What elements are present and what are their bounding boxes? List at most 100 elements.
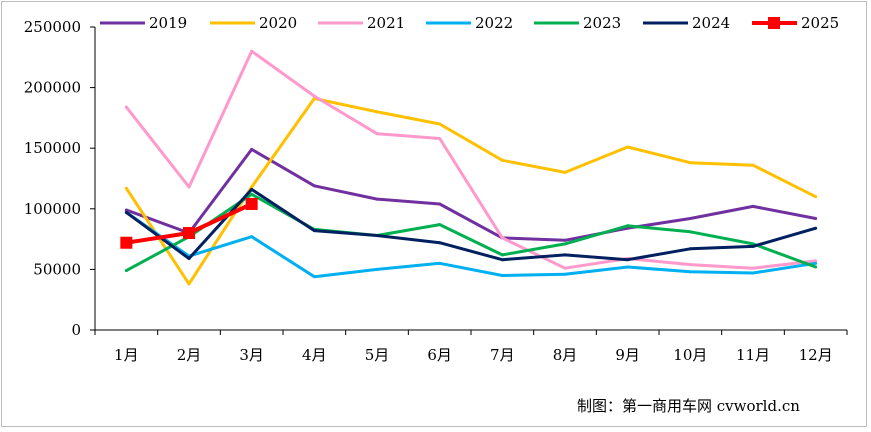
data-point-2021	[500, 236, 504, 240]
y-tick-label: 250000	[24, 18, 81, 36]
data-point-2020	[124, 186, 128, 190]
data-point-2020	[187, 282, 191, 286]
data-point-2023	[500, 253, 504, 257]
data-point-2023	[438, 223, 442, 227]
series-line-2019	[125, 147, 816, 242]
footer-credit: 制图：第一商用车网 cvworld.cn	[577, 397, 800, 415]
data-point-2024	[250, 187, 254, 191]
x-tick-label: 5月	[365, 346, 390, 364]
legend: 2019 2020 2021 2022 2023 2024 2025	[100, 14, 839, 32]
data-point-2021	[375, 132, 379, 136]
y-tick-label: 100000	[24, 200, 81, 218]
data-point-2024	[500, 258, 504, 262]
data-point-2024	[563, 253, 567, 257]
data-point-2021	[312, 94, 316, 98]
x-tick-label: 4月	[302, 346, 327, 364]
data-point-2021	[187, 185, 191, 189]
data-point-2021	[438, 137, 442, 141]
x-tick-label: 11月	[736, 346, 770, 364]
x-tick-label: 10月	[673, 346, 707, 364]
data-point-2022	[250, 235, 254, 239]
x-tick-label: 3月	[239, 346, 264, 364]
data-point-2024	[375, 233, 379, 237]
legend-label-2023: 2023	[583, 14, 621, 32]
data-point-2022	[814, 261, 818, 265]
data-point-2022	[438, 261, 442, 265]
data-point-2019	[814, 216, 818, 220]
data-point-2024	[626, 258, 630, 262]
y-tick-label: 150000	[24, 139, 81, 157]
data-point-2020	[250, 185, 254, 189]
series-line-2022	[125, 211, 816, 279]
data-point-2022	[751, 271, 755, 275]
legend-label-2019: 2019	[149, 14, 187, 32]
data-point-2020	[626, 145, 630, 149]
data-point-2022	[500, 273, 504, 277]
data-point-2021	[814, 259, 818, 263]
data-point-2019	[688, 216, 692, 220]
series-line-2020	[125, 97, 817, 286]
data-point-2023	[626, 224, 630, 228]
data-point-2024	[312, 229, 316, 233]
data-point-2023	[814, 265, 818, 269]
data-point-2020	[375, 110, 379, 114]
data-point-2019	[250, 147, 254, 151]
data-point-2024	[124, 210, 128, 214]
data-point-2022	[563, 272, 567, 276]
data-point-2025	[245, 197, 258, 210]
data-point-2020	[814, 195, 818, 199]
x-tick-label: 7月	[490, 346, 515, 364]
data-point-2023	[563, 242, 567, 246]
x-tick-label: 2月	[177, 346, 202, 364]
series-line-2024	[125, 187, 817, 262]
data-point-2023	[688, 230, 692, 234]
series-line-2021	[125, 49, 816, 270]
axes	[94, 27, 847, 331]
x-axis-ticks: 1月 2月 3月 4月 5月 6月 7月 8月 9月 10月 11月 12月	[94, 330, 848, 364]
data-point-2022	[688, 270, 692, 274]
data-point-2019	[438, 202, 442, 206]
legend-label-2021: 2021	[367, 14, 405, 32]
y-axis-ticks: 0 50000 100000 150000 200000 250000	[24, 18, 95, 339]
x-tick-label: 9月	[615, 346, 640, 364]
data-point-2024	[751, 244, 755, 248]
data-point-2021	[751, 266, 755, 270]
data-point-2021	[250, 49, 254, 53]
x-tick-label: 6月	[427, 346, 452, 364]
data-point-2019	[124, 208, 128, 212]
legend-label-2020: 2020	[259, 14, 297, 32]
legend-label-2024: 2024	[692, 14, 730, 32]
data-point-2019	[563, 238, 567, 242]
y-tick-label: 0	[71, 321, 81, 339]
x-tick-label: 12月	[799, 346, 833, 364]
data-point-2019	[375, 197, 379, 201]
data-point-2024	[438, 241, 442, 245]
data-point-2022	[312, 275, 316, 279]
data-point-2024	[688, 247, 692, 251]
data-point-2021	[124, 105, 128, 109]
data-point-2019	[751, 204, 755, 208]
data-point-2025	[183, 227, 195, 240]
legend-marker-2025	[768, 17, 780, 29]
data-point-2020	[563, 170, 567, 174]
data-point-2020	[688, 161, 692, 165]
legend-label-2025: 2025	[801, 14, 839, 32]
data-point-2020	[500, 158, 504, 162]
data-point-2020	[438, 122, 442, 126]
x-tick-label: 1月	[114, 346, 139, 364]
series-lines	[120, 49, 818, 286]
series-line-2023	[125, 192, 817, 272]
data-point-2023	[250, 192, 254, 196]
data-point-2023	[124, 269, 128, 273]
data-point-2022	[626, 265, 630, 269]
y-tick-label: 200000	[24, 79, 81, 97]
data-point-2025	[120, 236, 133, 249]
data-point-2021	[563, 266, 567, 270]
data-point-2024	[187, 256, 191, 260]
legend-label-2022: 2022	[475, 14, 513, 32]
y-tick-label: 50000	[33, 260, 81, 278]
data-point-2021	[688, 263, 692, 267]
data-point-2024	[814, 226, 818, 230]
